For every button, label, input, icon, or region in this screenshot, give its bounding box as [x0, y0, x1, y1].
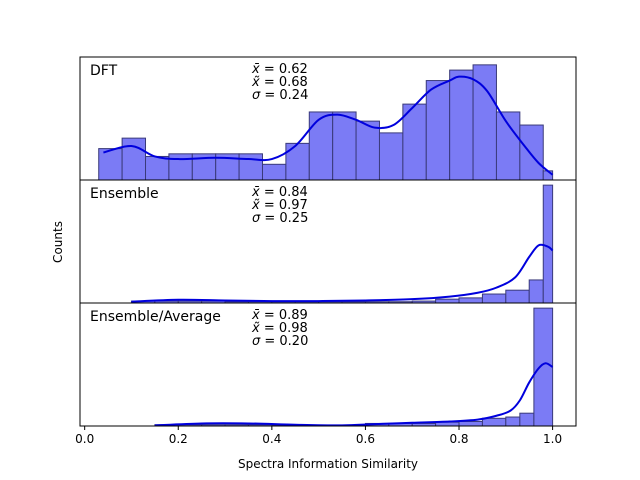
stat-symbol: x̄ [251, 308, 260, 323]
panel-dft: DFT x̄ = 0.62x̃ = 0.68σ = 0.24 [79, 56, 577, 181]
panel-ensemble: Ensemble x̄ = 0.84x̃ = 0.97σ = 0.25 [79, 179, 577, 304]
stat-mean: x̄ = 0.89 [251, 308, 308, 323]
stat-value: = 0.84 [260, 185, 308, 200]
stat-symbol: x̄ [251, 185, 260, 200]
panel-title: Ensemble [90, 186, 159, 202]
stat-median: x̃ = 0.97 [251, 198, 308, 213]
histogram-bar [505, 416, 521, 427]
stat-mean: x̄ = 0.62 [251, 62, 308, 77]
histogram-bar [378, 132, 404, 181]
stat-value: = 0.20 [260, 334, 308, 349]
x-tick-label: 0.8 [449, 432, 468, 446]
stat-value: = 0.68 [260, 75, 308, 90]
panel-title: Ensemble/Average [90, 309, 221, 325]
histogram-bar [332, 111, 357, 181]
histogram-bar [238, 153, 263, 181]
x-axis: 0.0 0.2 0.4 0.6 0.8 1.0 [75, 426, 562, 446]
stat-symbol: σ [252, 88, 261, 103]
histogram-bar [402, 103, 427, 181]
stat-symbol: x̃ [251, 321, 260, 336]
stat-value: = 0.25 [260, 211, 308, 226]
y-axis-label: Counts [51, 221, 65, 263]
histogram-bar [168, 153, 193, 181]
histogram-bar [425, 80, 451, 181]
histogram-bar [145, 155, 170, 181]
stat-median: x̃ = 0.98 [251, 321, 308, 336]
histogram-bar [435, 298, 460, 304]
histogram-bar [449, 69, 474, 181]
x-tick-label: 0.4 [262, 432, 281, 446]
stat-sigma: σ = 0.20 [252, 334, 308, 349]
histogram-bar [261, 163, 287, 181]
stat-value: = 0.62 [260, 62, 308, 77]
histogram-bar [528, 279, 544, 304]
histogram-bar [98, 148, 123, 181]
panel-title: DFT [90, 63, 118, 79]
stat-sigma: σ = 0.24 [252, 88, 308, 103]
stat-symbol: σ [252, 334, 261, 349]
histogram-bar [458, 297, 483, 304]
panel-frame [79, 302, 577, 427]
stat-symbol: x̄ [251, 62, 260, 77]
kde-line [154, 362, 554, 427]
stat-mean: x̄ = 0.84 [251, 185, 308, 200]
stat-value: = 0.97 [260, 198, 308, 213]
panel-ensemble-average: Ensemble/Average x̄ = 0.89x̃ = 0.98σ = 0.… [79, 302, 577, 427]
stat-median: x̃ = 0.68 [251, 75, 308, 90]
histogram-bar [458, 421, 483, 427]
stat-value: = 0.98 [260, 321, 308, 336]
stat-symbol: σ [252, 211, 261, 226]
x-tick-label: 0.0 [75, 432, 94, 446]
histogram-bar [481, 417, 507, 427]
stat-symbol: x̃ [251, 198, 260, 213]
histogram-bar [495, 111, 521, 181]
stat-sigma: σ = 0.25 [252, 211, 308, 226]
x-axis-label: Spectra Information Similarity [238, 457, 418, 471]
histogram-bar [519, 124, 544, 181]
histogram-bar [308, 111, 334, 181]
stat-value: = 0.89 [260, 308, 308, 323]
histogram-bar [355, 120, 380, 181]
histogram-bar [505, 289, 530, 304]
stat-value: = 0.24 [260, 88, 308, 103]
stat-symbol: x̃ [251, 75, 260, 90]
x-tick-label: 0.2 [169, 432, 188, 446]
histogram-bar [519, 412, 535, 427]
histogram-bar [542, 184, 554, 304]
kde-line [103, 75, 554, 176]
x-tick-label: 0.6 [356, 432, 375, 446]
histogram-bar [533, 307, 554, 427]
histogram-bar [285, 142, 310, 181]
histogram-bar [121, 137, 147, 181]
x-tick-label: 1.0 [543, 432, 562, 446]
kde-line [131, 243, 554, 303]
histogram-bar [481, 293, 507, 304]
